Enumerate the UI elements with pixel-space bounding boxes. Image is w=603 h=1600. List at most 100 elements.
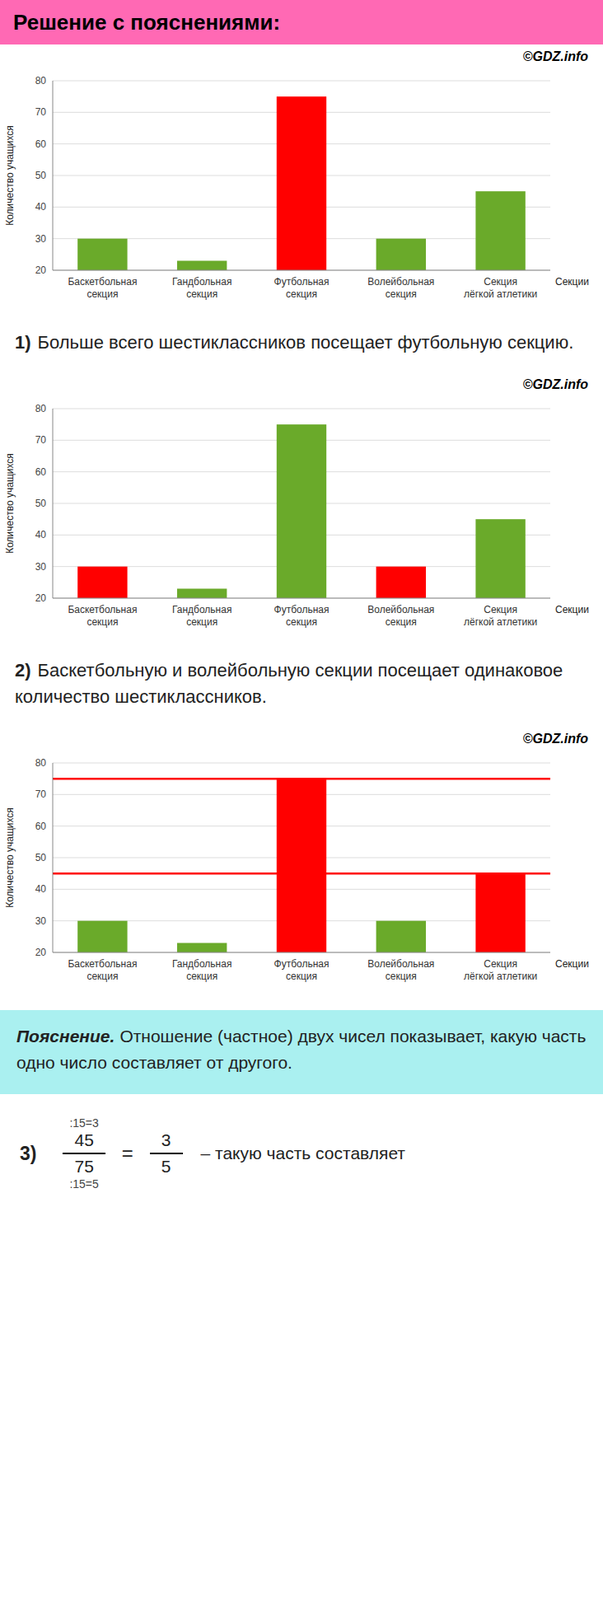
y-tick-label: 60 <box>35 820 47 833</box>
formula: 3) :15=34575:15=5 = 35 – такую часть составл… <box>0 1093 603 1213</box>
x-tick-line: Футбольная <box>274 275 330 288</box>
x-tick-line: Волейбольная <box>367 603 435 616</box>
grid-line <box>52 952 551 954</box>
x-tick-label: Футбольнаясекция <box>274 275 330 300</box>
x-tick-label: Гандбольнаясекция <box>172 275 232 300</box>
x-tick-line: Секция <box>483 958 518 970</box>
x-tick-label: Секциялёгкой атлетики <box>463 958 538 982</box>
x-axis-label: Секции <box>555 958 589 970</box>
banner: Решение с пояснениями: <box>0 0 603 45</box>
formula-text: – такую часть составляет <box>201 1143 406 1164</box>
formula-label: 3) <box>19 1142 37 1165</box>
grid-line <box>52 270 551 272</box>
bar <box>77 566 127 599</box>
y-tick-label: 60 <box>35 466 47 478</box>
y-tick-label: 20 <box>35 264 47 276</box>
statement: 2)Баскетбольную и волейбольную секции по… <box>0 644 603 727</box>
y-tick-label: 50 <box>35 497 47 510</box>
x-tick-label: Баскетбольнаясекция <box>67 958 137 982</box>
grid-line <box>52 762 551 764</box>
y-tick-label: 80 <box>35 74 47 87</box>
y-axis <box>52 408 54 599</box>
x-tick-line: лёгкой атлетики <box>463 288 538 300</box>
x-tick-line: Гандбольная <box>172 603 232 616</box>
bar <box>376 238 426 271</box>
y-axis <box>52 80 54 271</box>
y-tick-label: 40 <box>35 883 47 895</box>
x-tick-line: Гандбольная <box>172 958 232 970</box>
bar <box>177 261 227 272</box>
y-axis-label: Количество учащихся <box>4 125 16 226</box>
x-tick-line: Баскетбольная <box>67 275 137 288</box>
y-tick-label: 60 <box>35 138 47 150</box>
x-tick-label: Баскетбольнаясекция <box>67 275 137 300</box>
x-tick-line: секция <box>385 970 417 982</box>
equals: = <box>121 1141 134 1165</box>
y-tick-label: 70 <box>35 434 47 446</box>
x-tick-line: секция <box>186 970 218 982</box>
bar <box>77 238 127 271</box>
x-tick-line: лёгкой атлетики <box>463 970 538 982</box>
y-tick-label: 40 <box>35 528 47 541</box>
x-tick-label: Гандбольнаясекция <box>172 603 232 628</box>
x-tick-label: Секциялёгкой атлетики <box>463 275 538 300</box>
x-tick-line: Гандбольная <box>172 275 232 288</box>
statement-text: Баскетбольную и волейбольную секции посе… <box>14 659 563 707</box>
x-tick-line: Футбольная <box>274 958 330 970</box>
x-tick-label: Баскетбольнаясекция <box>67 603 137 628</box>
y-tick-label: 70 <box>35 788 47 800</box>
bar <box>177 943 227 954</box>
x-axis-label: Секции <box>555 603 589 616</box>
x-tick-line: Волейбольная <box>367 275 435 288</box>
statement-label: 1) <box>14 331 32 353</box>
x-axis <box>52 952 551 954</box>
statement-label: 2) <box>14 659 32 681</box>
explanation: Пояснение.Отношение (частное) двух чисел… <box>0 1009 603 1213</box>
bar <box>77 920 127 953</box>
statement: 1)Больше всего шестиклассников посещает … <box>0 316 603 373</box>
bar <box>376 566 426 599</box>
y-tick-label: 30 <box>35 915 47 927</box>
x-tick-line: секция <box>186 616 218 628</box>
x-tick-label: Гандбольнаясекция <box>172 958 232 982</box>
x-tick-line: секция <box>285 288 318 300</box>
bars <box>77 96 526 271</box>
y-tick-label: 80 <box>35 402 47 415</box>
explanation-lead: Пояснение. <box>16 1026 115 1046</box>
fraction: 35 <box>149 1130 183 1177</box>
annotation: :15=5 <box>69 1176 99 1192</box>
x-tick-label: Футбольнаясекция <box>274 603 330 628</box>
x-tick-line: лёгкой атлетики <box>463 616 538 628</box>
x-axis <box>52 270 551 272</box>
x-tick-label: Секциялёгкой атлетики <box>463 603 538 628</box>
x-tick-line: секция <box>385 616 417 628</box>
y-axis <box>52 762 54 953</box>
x-tick-line: секция <box>186 288 218 300</box>
bar <box>276 96 327 271</box>
grid-line <box>52 80 551 82</box>
x-tick-line: секция <box>285 970 318 982</box>
x-tick-line: Баскетбольная <box>67 958 137 970</box>
x-axis <box>52 598 551 599</box>
annotation: :15=3 <box>69 1115 99 1131</box>
y-axis-label: Количество учащихся <box>4 453 16 554</box>
y-tick-label: 30 <box>35 233 47 245</box>
bar-chart: 20304050607080БаскетбольнаясекцияГандбол… <box>0 751 603 999</box>
copyright: ©GDZ.info <box>0 372 603 398</box>
x-tick-line: секция <box>86 616 118 628</box>
bar <box>475 191 525 271</box>
y-tick-label: 40 <box>35 201 47 213</box>
bar <box>177 588 227 599</box>
x-tick-line: Секция <box>483 275 518 288</box>
bar <box>276 778 327 953</box>
copyright: ©GDZ.info <box>0 726 603 752</box>
y-axis-label: Количество учащихся <box>4 807 16 908</box>
x-tick-line: секция <box>86 288 118 300</box>
grid-line <box>52 598 551 599</box>
bars <box>77 424 526 599</box>
bar-chart: 20304050607080БаскетбольнаясекцияГандбол… <box>0 397 603 645</box>
statement-text: Больше всего шестиклассников посещает фу… <box>37 331 575 353</box>
x-tick-label: Футбольнаясекция <box>274 958 330 982</box>
fraction: :15=34575:15=5 <box>62 1115 105 1192</box>
bar <box>376 920 426 953</box>
